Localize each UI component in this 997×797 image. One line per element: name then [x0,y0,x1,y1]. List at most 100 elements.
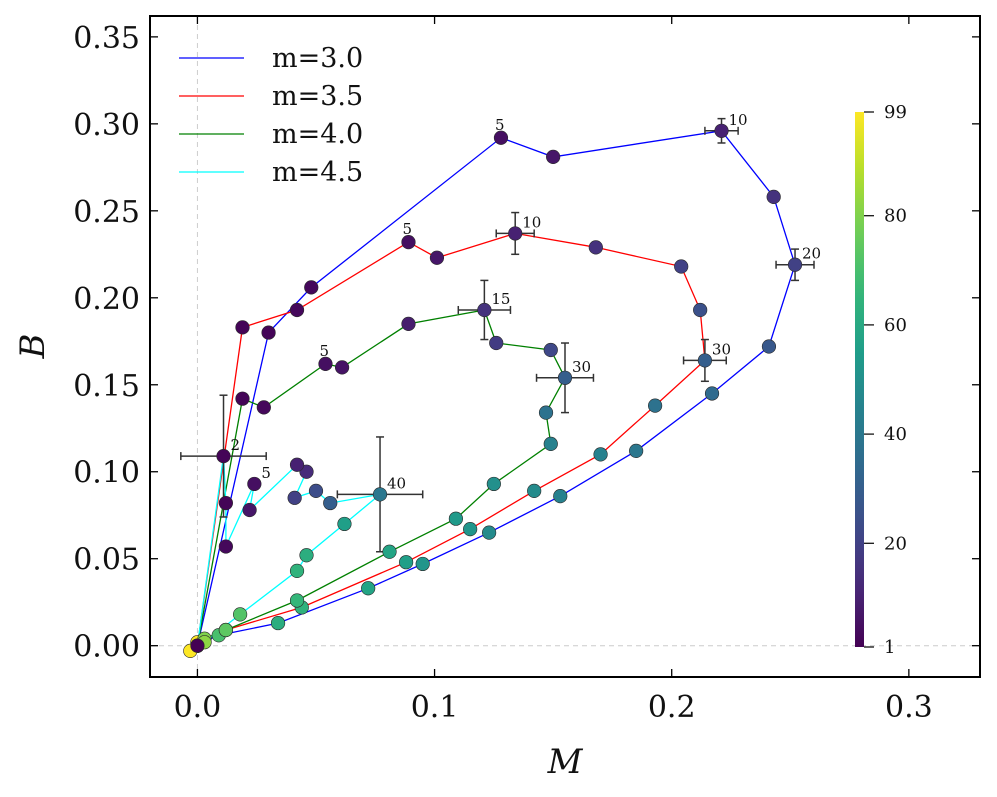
data-point [693,302,708,318]
data-point [216,448,231,464]
data-point [489,335,504,351]
point-label: 5 [261,464,271,482]
point-label: 40 [387,474,406,492]
data-point [289,593,305,608]
data-point [401,235,416,250]
data-point [493,130,509,145]
x-tick-label: 0.1 [411,690,459,725]
y-tick-label: 0.15 [73,369,140,404]
point-label: 20 [802,245,821,263]
point-label: 30 [712,340,731,358]
y-tick-label: 0.00 [73,630,140,665]
plot-frame [149,15,981,678]
data-point [299,548,314,563]
x-tick-label: 0.3 [885,690,933,725]
legend-label: m=4.0 [272,119,363,150]
x-axis-title: M [547,742,584,782]
point-annotations: 5 10 20 5 10 30 15 5 30 2 5 40 [231,111,822,493]
data-point [482,525,497,540]
data-point [674,259,689,274]
data-point [323,495,338,511]
legend: m=3.0 m=3.5 m=4.0 m=4.5 [179,43,363,188]
data-point [190,638,205,653]
y-tick-label: 0.30 [73,108,140,143]
data-point [697,353,713,368]
data-point [588,240,603,255]
axis-ticks: 0.0 0.1 0.2 0.3 0.00 0.05 0.10 0.15 0.20 0.25 0.30… [73,16,980,725]
data-point [401,316,416,331]
data-point [557,370,573,385]
data-point [766,189,781,205]
colorbar-tick-label: 40 [884,424,907,445]
data-point [242,502,257,518]
point-label: 15 [491,290,510,308]
y-tick-label: 0.35 [73,21,140,56]
point-label: 5 [402,220,412,238]
data-point [218,622,233,638]
colorbar-tick-label: 1 [884,637,895,658]
data-point [486,476,501,492]
data-point [318,356,333,371]
data-point [429,250,445,265]
colorbar: 1 20 40 60 80 99 [855,102,907,658]
x-tick-label: 0.2 [648,690,696,725]
data-point [463,522,478,537]
y-tick-label: 0.10 [73,456,140,491]
data-point [787,257,803,272]
y-tick-label: 0.25 [73,195,140,230]
data-point [448,511,464,526]
legend-label: m=4.5 [272,157,363,188]
legend-label: m=3.0 [272,43,363,74]
data-point [270,615,286,631]
data-point [527,483,542,498]
data-point [337,516,352,532]
data-point [543,342,558,358]
data-points [183,123,803,659]
data-point [593,447,608,462]
data-point [287,490,302,505]
data-point [714,123,729,138]
data-point [415,556,430,572]
data-point [546,149,561,164]
point-label: 10 [729,111,748,129]
point-label: 10 [522,213,541,231]
colorbar-tick-label: 60 [884,315,907,336]
data-point [261,325,276,340]
data-point [508,226,523,241]
point-label: 5 [319,342,329,360]
y-tick-label: 0.05 [73,543,140,578]
data-point [289,457,305,472]
data-point [399,555,414,570]
data-point [218,539,233,554]
series-line-3 [189,456,383,652]
point-label: 30 [572,358,591,376]
point-label: 5 [495,116,505,134]
data-point [648,398,663,413]
data-point [289,302,305,318]
data-point [289,563,305,578]
legend-label: m=3.5 [272,81,363,112]
colorbar-tick-label: 80 [884,206,907,227]
data-point [361,581,376,596]
data-point [308,483,324,498]
data-point [304,280,319,295]
y-axis-title: B [13,334,53,360]
data-point [761,339,777,354]
data-point [233,607,248,622]
data-point [247,476,262,492]
y-tick-label: 0.20 [73,282,140,317]
colorbar-tick-label: 20 [884,533,907,554]
colorbar-tick-label: 99 [884,102,907,123]
x-tick-label: 0.0 [174,690,222,725]
data-point [553,488,568,504]
data-point [704,386,720,401]
data-point [629,443,644,458]
data-point [543,436,558,452]
data-point [477,302,492,318]
point-label: 2 [231,436,241,454]
reference-lines [150,16,980,677]
data-point [334,360,350,375]
data-point [382,544,397,559]
data-point [235,320,250,335]
